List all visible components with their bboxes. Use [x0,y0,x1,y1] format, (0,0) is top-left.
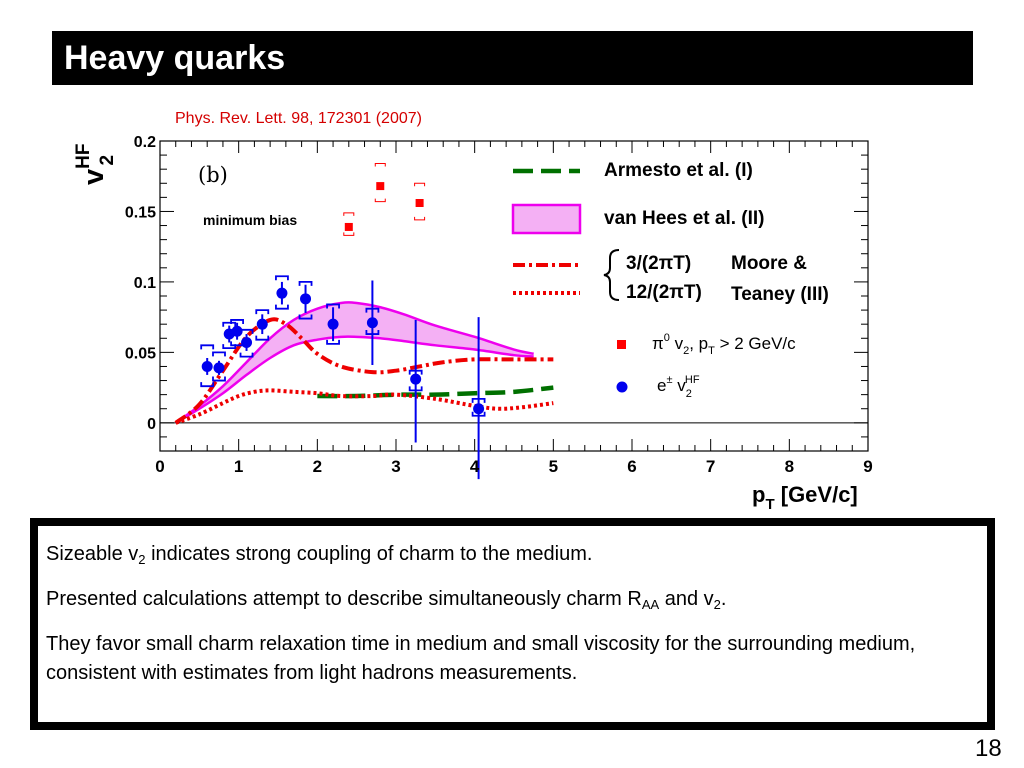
electron-sys-bracket-bottom [200,382,215,388]
legend: Armesto et al. (I) van Hees et al. (II) … [511,160,829,400]
moore-teaney-12-curve [175,388,554,425]
page-number: 18 [975,735,1002,762]
legend-electron-label: e± v2HF [657,374,700,400]
electron-sys-bracket-bottom [298,314,313,320]
pi0-sys-bracket-top [343,212,355,216]
x-tick-label: 6 [627,457,636,476]
electron-sys-bracket-top [212,351,226,357]
x-tick-label: 7 [706,457,715,476]
electron-sys-bracket-bottom [212,376,226,382]
legend-vanhees-label: van Hees et al. (II) [604,208,765,229]
vanhees-band-upper [175,301,534,424]
chart: 0 1 2 3 4 5 6 7 8 9 0 0.05 0.1 0.15 0.2 (b) minimum bi… [73,134,873,513]
electron-sys-bracket-bottom [239,352,254,358]
vanhees-band-fill [175,302,534,423]
pi0-point [376,182,385,191]
y-tick-label: 0.15 [125,204,156,221]
electron-point [231,325,243,337]
electron-point [300,293,312,305]
annotation-minimum-bias: minimum bias [203,212,297,228]
armesto-curve [317,385,554,399]
pi0-point [415,199,424,207]
panel-label: (b) [198,163,228,187]
citation: Phys. Rev. Lett. 98, 172301 (2007) [175,110,422,127]
title-bar: Heavy quarks [52,31,973,85]
electron-sys-bracket-bottom [471,411,486,417]
legend-moore-b-label: 12/(2πT) [626,282,702,303]
electron-point [366,317,378,329]
electron-sys-bracket-top [408,369,423,375]
electron-sys-bracket-top [326,303,340,309]
x-tick-label: 2 [313,457,322,476]
y-tick-label: 0.05 [125,345,156,362]
electron-sys-bracket-top [222,321,237,327]
legend-armesto-label: Armesto et al. (I) [604,160,753,181]
x-tick-label: 9 [863,457,872,476]
electron-sys-bracket-bottom [255,335,270,341]
y-axis-label: vHF 2 [73,144,118,185]
electron-point [473,403,485,415]
x-tick-label: 8 [785,457,794,476]
legend-moore-a-label: 3/(2πT) [626,253,691,274]
electron-sys-bracket-bottom [326,339,340,345]
electron-sys-bracket-top [239,328,254,334]
moore-teaney-3-curve [174,317,554,425]
x-tick-label: 0 [155,457,164,476]
x-tick-label: 1 [234,457,243,476]
electron-point [241,337,253,348]
legend-electron-marker [616,381,628,393]
x-tick-label: 5 [549,457,558,476]
electron-point [327,318,339,330]
electron-sys-bracket-bottom [408,386,423,392]
x-tick-label: 4 [470,457,480,476]
electron-sys-bracket-top [471,397,486,403]
pi0-sys-bracket-top [374,163,386,167]
electron-sys-bracket-top [298,281,313,286]
electron-point [201,360,213,372]
pi0-point [344,222,353,231]
electron-point [213,362,225,374]
x-tick-label: 3 [391,457,400,476]
electron-point [256,318,268,330]
summary-line-1: Sizeable v2 indicates strong coupling of… [46,543,593,567]
electron-sys-bracket-bottom [365,330,380,335]
electron-sys-bracket-top [255,309,270,315]
legend-moore-group-label-2: Teaney (III) [731,284,829,305]
legend-pi0-label: π0 v2, pT > 2 GeV/c [652,332,796,357]
electron-sys-bracket-top [275,275,289,281]
summary-box: Sizeable v2 indicates strong coupling of… [30,518,995,730]
summary-line-3: They favor small charm relaxation time i… [46,633,916,684]
x-axis-label: pT [GeV/c] [752,482,858,513]
electron-sys-bracket-top [230,319,244,324]
y-tick-label: 0.1 [134,275,156,292]
electron-point [410,373,422,385]
electron-sys-bracket-top [200,344,215,350]
pi0-sys-bracket-bottom [414,216,426,221]
electron-sys-bracket-top [365,307,380,313]
electron-sys-bracket-bottom [275,304,289,310]
legend-pi0-marker [617,340,626,349]
pi0-sys-bracket-bottom [374,198,386,203]
pi0-sys-bracket-bottom [343,232,355,236]
slide-title: Heavy quarks [64,39,286,77]
vanhees-band-lower [175,335,534,424]
y-tick-label: 0 [147,416,156,433]
legend-brace [603,249,620,301]
y-tick-label: 0.2 [134,134,156,151]
electron-point [276,287,288,299]
pi0-sys-bracket-top [414,182,426,187]
legend-vanhees-swatch [511,203,582,235]
legend-moore-group-label-1: Moore & [731,253,807,274]
summary-line-2: Presented calculations attempt to descri… [46,588,727,612]
